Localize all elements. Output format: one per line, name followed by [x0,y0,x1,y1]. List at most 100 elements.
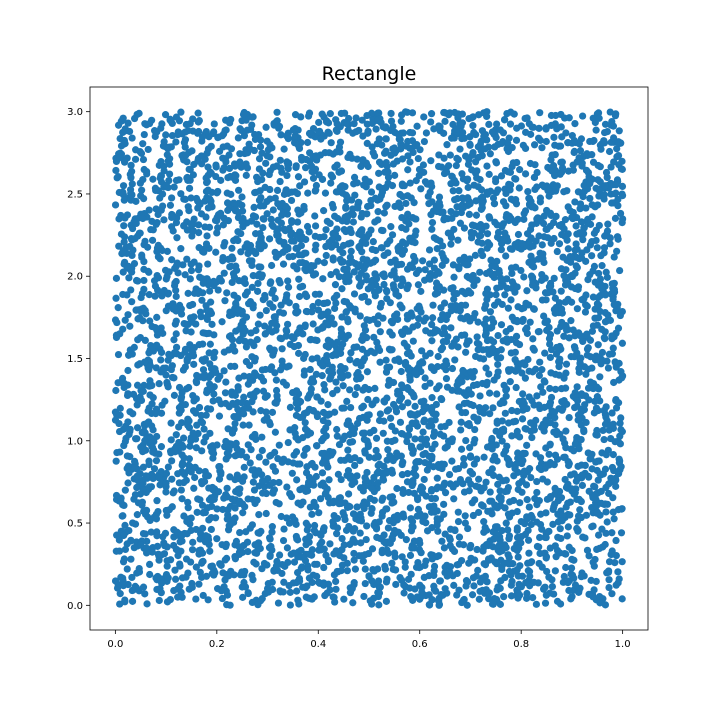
scatter-point [606,316,615,324]
scatter-point [391,553,399,561]
scatter-point [382,505,390,513]
scatter-point [127,286,135,294]
scatter-point [527,520,535,529]
scatter-point [529,344,537,352]
scatter-point [181,345,190,353]
scatter-point [423,441,431,449]
scatter-point [557,123,565,131]
scatter-point [383,294,391,303]
scatter-point [305,574,314,582]
scatter-point [152,186,160,195]
scatter-point [140,276,148,285]
scatter-point [359,402,368,410]
scatter-point [570,148,578,157]
scatter-point [480,453,488,461]
scatter-point [343,567,351,575]
scatter-point [374,452,382,460]
scatter-point [208,483,217,492]
scatter-point [610,515,618,523]
scatter-point [442,374,451,383]
scatter-point [469,149,477,157]
scatter-point [389,145,397,153]
scatter-point [330,593,338,602]
scatter-point [126,425,134,433]
scatter-point [236,150,244,158]
scatter-point [293,476,301,484]
scatter-point [617,463,625,471]
scatter-point [174,552,182,560]
scatter-point [459,366,467,375]
scatter-point [596,373,604,381]
scatter-point [558,318,566,327]
scatter-point [411,402,419,410]
scatter-point [245,140,253,148]
scatter-point [223,591,232,599]
scatter-point [593,244,601,252]
scatter-point [248,466,256,474]
scatter-point [476,176,484,184]
scatter-point [514,449,522,457]
scatter-point [327,171,335,179]
scatter-point [195,403,204,412]
scatter-point [488,465,496,473]
scatter-point [562,503,570,511]
scatter-point [266,153,274,161]
scatter-point [128,180,136,188]
scatter-point [279,588,287,596]
scatter-point [388,346,396,354]
scatter-point [194,495,202,503]
scatter-point [372,125,380,133]
scatter-point [316,531,325,539]
scatter-point [387,109,395,118]
scatter-point [434,527,442,535]
scatter-point [618,165,626,173]
scatter-point [242,116,250,124]
scatter-point [607,163,615,171]
scatter-point [143,600,151,608]
scatter-point [243,126,251,134]
scatter-point [481,542,489,551]
scatter-point [239,509,247,517]
scatter-point [359,156,367,164]
scatter-point [582,418,590,427]
scatter-point [375,135,383,143]
scatter-point [295,275,303,283]
scatter-point [469,381,478,390]
scatter-point [559,435,567,443]
scatter-point [452,465,460,473]
scatter-point [568,485,576,493]
scatter-point [185,165,193,173]
scatter-point [386,414,395,422]
scatter-point [206,360,214,368]
scatter-point [347,403,355,412]
scatter-point [512,383,520,392]
scatter-point [297,546,305,554]
scatter-point [564,203,572,211]
scatter-point [279,260,288,268]
scatter-point [133,424,142,432]
scatter-point [514,230,523,239]
scatter-point [338,217,346,225]
scatter-point [610,288,619,296]
scatter-point [560,572,568,581]
scatter-point [609,508,617,516]
scatter-point [507,592,516,600]
scatter-point [488,434,496,443]
scatter-point [618,157,626,165]
scatter-point [243,288,251,296]
scatter-point [305,538,313,546]
scatter-point [517,360,525,368]
scatter-point [244,441,252,449]
scatter-point [393,310,401,318]
scatter-point [493,354,501,362]
scatter-point [507,264,516,272]
scatter-point [570,470,578,478]
scatter-point [455,387,464,395]
scatter-point [345,272,353,280]
scatter-point [507,181,515,189]
scatter-point [504,526,512,534]
scatter-point [606,108,614,116]
scatter-point [326,110,334,118]
scatter-point [255,263,263,271]
scatter-point [597,145,605,153]
